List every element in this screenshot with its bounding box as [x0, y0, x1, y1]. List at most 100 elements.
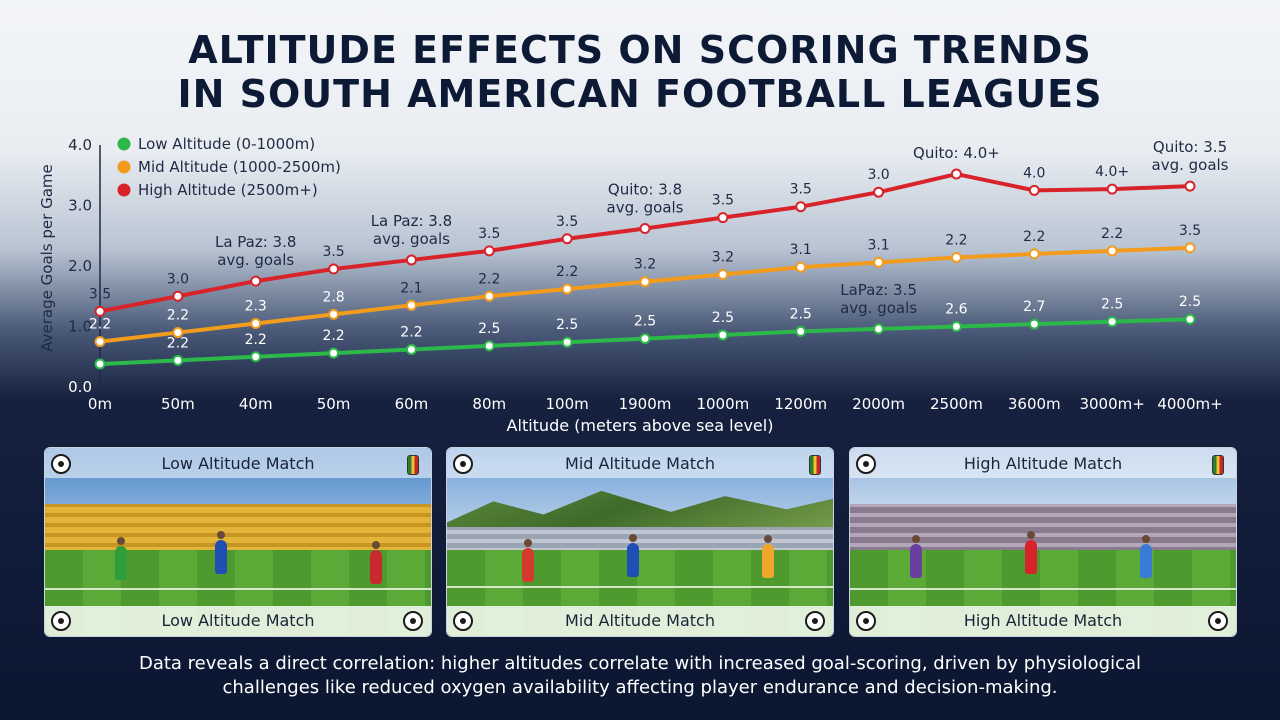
y-tick-label: 0.0: [68, 378, 92, 396]
data-point: [328, 308, 340, 320]
data-label: 2.7: [1023, 299, 1045, 315]
data-point: [639, 333, 651, 345]
annotation: Quito: 3.5 avg. goals: [1152, 138, 1229, 174]
annotation-line: avg. goals: [217, 251, 294, 269]
x-tick-label: 4000m+: [1157, 395, 1222, 413]
annotation-line: Quito: 4.0+: [913, 144, 1000, 162]
annotation-line: LaPaz: 3.5: [840, 281, 917, 299]
player: [522, 539, 534, 582]
data-label: 4.0+: [1095, 164, 1129, 180]
legend-label: Mid Altitude (1000-2500m): [138, 158, 341, 176]
soccer-ball-icon: [856, 611, 876, 631]
flag-icon: [407, 455, 419, 475]
data-point: [561, 283, 573, 295]
stadium-stands: [45, 504, 431, 554]
data-point: [950, 168, 962, 180]
data-point: [1106, 316, 1118, 328]
summary-caption: Data reveals a direct correlation: highe…: [90, 652, 1190, 700]
low-altitude-panel: Low Altitude Match Low Altitude Match: [44, 447, 432, 637]
data-label: 2.2: [322, 328, 344, 344]
flag-icon: [1212, 455, 1224, 475]
panel-caption: Mid Altitude Match: [447, 606, 833, 636]
data-point: [795, 201, 807, 213]
data-label: 2.2: [556, 264, 578, 280]
data-label: 2.5: [712, 310, 734, 326]
data-label: 2.2: [478, 271, 500, 287]
data-point: [561, 233, 573, 245]
data-label: 4.0: [1023, 165, 1045, 181]
y-tick-label: 4.0: [68, 136, 92, 154]
data-point: [94, 358, 106, 370]
data-point: [1184, 242, 1196, 254]
y-tick-label: 3.0: [68, 197, 92, 215]
line-chart: Altitude (meters above sea level) Averag…: [38, 135, 1230, 413]
data-label: 3.0: [167, 271, 189, 287]
x-tick-label: 100m: [546, 395, 589, 413]
data-label: 3.5: [556, 214, 578, 230]
high-altitude-panel: High Altitude Match High Altitude Match: [849, 447, 1237, 637]
data-label: 2.2: [167, 308, 189, 324]
chart-legend: Low Altitude (0-1000m) Mid Altitude (1000…: [117, 135, 341, 199]
legend-label: Low Altitude (0-1000m): [138, 135, 315, 153]
data-label: 2.1: [400, 280, 422, 296]
panel-caption: High Altitude Match: [850, 606, 1236, 636]
flag-icon: [809, 455, 821, 475]
x-tick-label: 50m: [161, 395, 195, 413]
data-point: [717, 212, 729, 224]
data-point: [172, 290, 184, 302]
stadium-stands: [850, 504, 1236, 554]
data-point: [405, 343, 417, 355]
soccer-ball-icon: [805, 611, 825, 631]
data-point: [1184, 180, 1196, 192]
data-point: [94, 305, 106, 317]
annotation: Quito: 3.8 avg. goals: [607, 180, 684, 216]
player: [627, 534, 639, 577]
soccer-ball-icon: [403, 611, 423, 631]
annotation: LaPaz: 3.5 avg. goals: [840, 281, 917, 317]
data-point: [250, 275, 262, 287]
x-tick-label: 2000m: [852, 395, 905, 413]
data-label: 2.5: [1101, 297, 1123, 313]
soccer-ball-icon: [51, 454, 71, 474]
panel-title: Mid Altitude Match: [565, 454, 715, 473]
panel-title: High Altitude Match: [963, 454, 1123, 473]
soccer-ball-icon: [1208, 611, 1228, 631]
x-tick-label: 40m: [239, 395, 273, 413]
data-label: 3.5: [478, 226, 500, 242]
data-label: 2.2: [1101, 226, 1123, 242]
data-point: [1184, 313, 1196, 325]
data-label: 3.2: [712, 249, 734, 265]
data-label: 2.5: [634, 314, 656, 330]
data-label: 2.5: [1179, 294, 1201, 310]
soccer-ball-icon: [453, 611, 473, 631]
caption-line-2: challenges like reduced oxygen availabil…: [222, 677, 1058, 698]
player: [1025, 531, 1037, 574]
player: [370, 541, 382, 584]
panel-caption: Low Altitude Match: [45, 606, 431, 636]
legend-marker: [117, 183, 131, 197]
x-tick-label: 1200m: [774, 395, 827, 413]
data-point: [328, 263, 340, 275]
mid-altitude-panel: Mid Altitude Match Mid Altitude Match: [446, 447, 834, 637]
x-tick-label: 0m: [88, 395, 112, 413]
legend-label: High Altitude (2500m+): [138, 181, 318, 199]
data-label: 2.2: [245, 332, 267, 348]
data-point: [172, 354, 184, 366]
x-tick-label: 1900m: [619, 395, 672, 413]
legend-marker: [117, 160, 131, 174]
soccer-ball-icon: [453, 454, 473, 474]
player: [762, 535, 774, 578]
x-tick-label: 60m: [395, 395, 429, 413]
data-point: [1106, 245, 1118, 257]
annotation-line: La Paz: 3.8: [371, 212, 452, 230]
data-point: [405, 299, 417, 311]
annotation: La Paz: 3.8 avg. goals: [215, 233, 296, 269]
data-label: 2.3: [245, 298, 267, 314]
panel-title: Low Altitude Match: [161, 454, 315, 473]
data-label: 3.0: [867, 167, 889, 183]
data-label: 2.2: [89, 317, 111, 333]
data-point: [1028, 248, 1040, 260]
annotation-line: Quito: 3.5: [1153, 138, 1227, 156]
title-line-2: IN SOUTH AMERICAN FOOTBALL LEAGUES: [177, 72, 1103, 116]
y-tick-label: 1.0: [68, 318, 92, 336]
